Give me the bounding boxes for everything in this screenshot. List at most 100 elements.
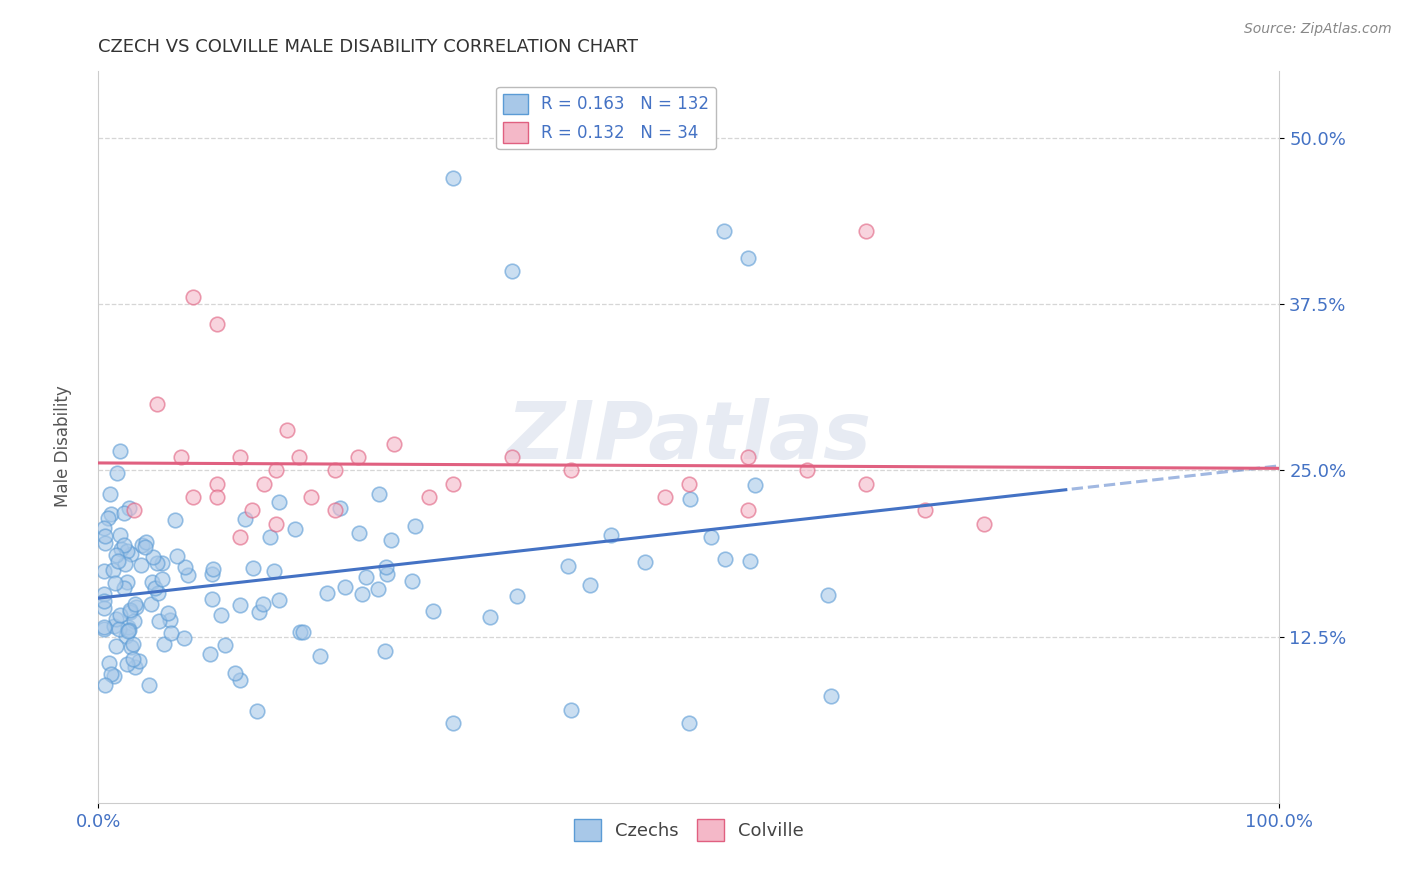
Point: [264, 463, 287, 477]
Point: [375, 567, 398, 582]
Point: [229, 450, 252, 464]
Point: [110, 542, 132, 557]
Point: [181, 290, 204, 304]
Point: [441, 716, 464, 731]
Point: [276, 424, 298, 438]
Point: [501, 264, 523, 278]
Point: [699, 530, 721, 544]
Point: [323, 463, 346, 477]
Point: [141, 574, 163, 589]
Point: [166, 549, 188, 563]
Point: [404, 519, 426, 533]
Point: [100, 508, 122, 522]
Point: [112, 506, 135, 520]
Point: [176, 567, 198, 582]
Point: [152, 572, 174, 586]
Point: [112, 581, 135, 595]
Point: [347, 450, 370, 464]
Point: [115, 657, 138, 671]
Point: [737, 503, 759, 517]
Point: [678, 476, 700, 491]
Point: [173, 631, 195, 645]
Point: [114, 558, 136, 572]
Point: [98, 656, 121, 670]
Point: [352, 587, 374, 601]
Point: [120, 640, 142, 654]
Point: [914, 503, 936, 517]
Point: [240, 503, 263, 517]
Point: [713, 551, 735, 566]
Point: [600, 528, 623, 542]
Point: [634, 555, 657, 569]
Point: [118, 602, 141, 616]
Point: [122, 614, 145, 628]
Point: [678, 716, 700, 731]
Point: [315, 586, 337, 600]
Point: [235, 512, 257, 526]
Legend: Czechs, Colville: Czechs, Colville: [567, 812, 811, 848]
Point: [267, 592, 290, 607]
Point: [820, 690, 842, 704]
Point: [118, 501, 141, 516]
Point: [134, 540, 156, 554]
Point: [737, 251, 759, 265]
Point: [678, 491, 700, 506]
Point: [288, 625, 311, 640]
Point: [269, 495, 291, 509]
Point: [159, 626, 181, 640]
Point: [247, 605, 270, 619]
Point: [112, 537, 135, 551]
Point: [103, 563, 125, 577]
Point: [104, 639, 127, 653]
Point: [97, 511, 120, 525]
Point: [148, 614, 170, 628]
Point: [347, 526, 370, 541]
Point: [93, 587, 115, 601]
Point: [209, 608, 232, 623]
Point: [135, 534, 157, 549]
Point: [93, 622, 115, 636]
Point: [205, 476, 228, 491]
Point: [117, 624, 139, 639]
Point: [124, 660, 146, 674]
Point: [115, 575, 138, 590]
Point: [737, 450, 759, 464]
Point: [110, 608, 132, 623]
Point: [224, 666, 246, 681]
Point: [200, 647, 222, 661]
Point: [117, 544, 139, 558]
Point: [139, 597, 162, 611]
Point: [142, 550, 165, 565]
Point: [150, 556, 173, 570]
Point: [122, 503, 145, 517]
Point: [506, 589, 529, 603]
Point: [153, 637, 176, 651]
Point: [94, 536, 117, 550]
Point: [107, 554, 129, 568]
Point: [125, 599, 148, 614]
Point: [478, 609, 501, 624]
Point: [93, 620, 115, 634]
Point: [264, 516, 287, 531]
Point: [108, 528, 131, 542]
Point: [284, 522, 307, 536]
Point: [110, 444, 132, 458]
Point: [114, 629, 136, 643]
Point: [148, 586, 170, 600]
Point: [93, 594, 115, 608]
Point: [855, 476, 877, 491]
Point: [229, 673, 252, 687]
Point: [156, 607, 179, 621]
Point: [131, 538, 153, 552]
Point: [201, 566, 224, 581]
Point: [94, 529, 117, 543]
Point: [202, 562, 225, 576]
Point: [170, 450, 193, 464]
Point: [557, 558, 579, 573]
Point: [368, 487, 391, 501]
Point: [104, 576, 127, 591]
Point: [98, 487, 121, 501]
Point: [246, 705, 269, 719]
Point: [242, 561, 264, 575]
Point: [146, 397, 169, 411]
